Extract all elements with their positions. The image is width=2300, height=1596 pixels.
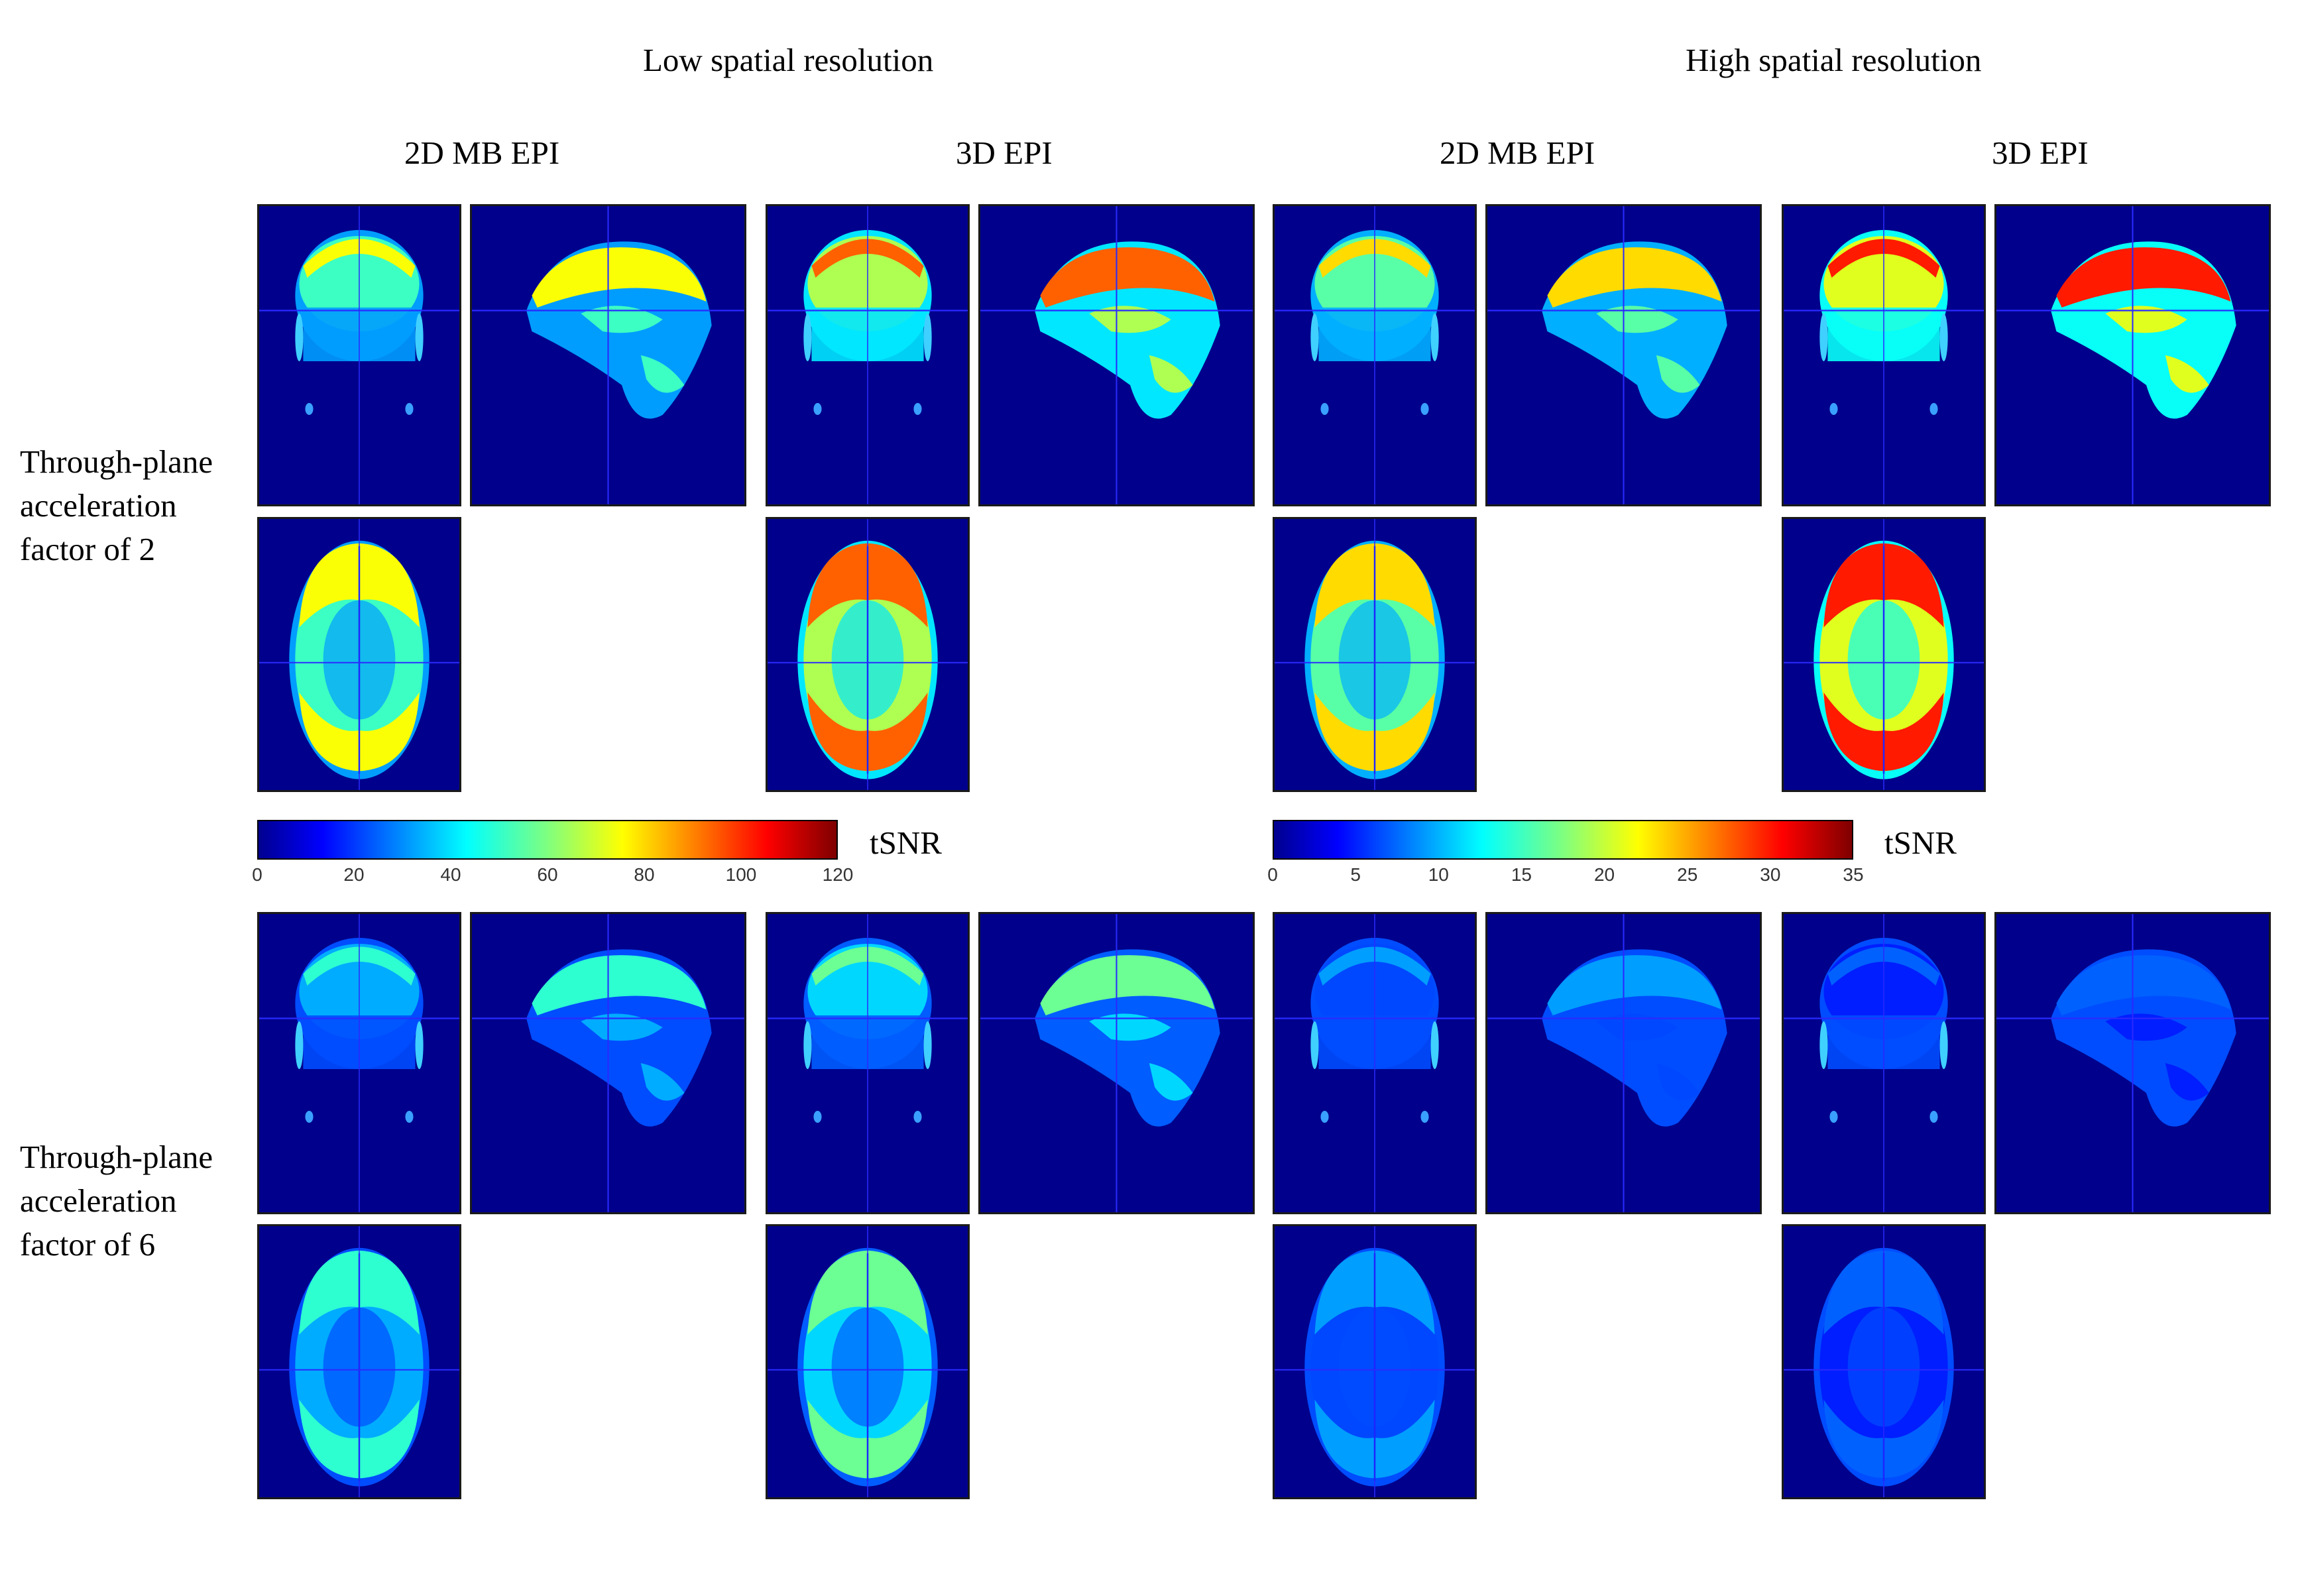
panel-coronal-high-2d-mb-epi-factor-6	[1273, 912, 1477, 1214]
colorbar-high-label: tSNR	[1884, 825, 1957, 861]
colorbar-tick-label: 5	[1350, 864, 1361, 885]
panel-sagittal-high-2d-mb-epi-factor-2	[1485, 204, 1762, 506]
colorbar-low-label: tSNR	[870, 825, 942, 861]
colorbar-tick-label: 120	[822, 864, 854, 885]
group-title-high: High spatial resolution	[1686, 42, 1982, 78]
colorbar-tick-label: 20	[343, 864, 365, 885]
panel-coronal-low-3d-epi-factor-2	[766, 204, 970, 506]
group-title-low: Low spatial resolution	[643, 42, 934, 78]
colorbar-high-resolution	[1273, 820, 1853, 860]
panel-sagittal-low-3d-epi-factor-2	[978, 204, 1255, 506]
panel-sagittal-low-2d-mb-epi-factor-6	[470, 912, 746, 1214]
colorbar-tick-label: 100	[725, 864, 757, 885]
colorbar-tick-label: 20	[1593, 864, 1615, 885]
row-label-factor-6: Through-plane acceleration factor of 6	[20, 1139, 213, 1263]
panel-coronal-high-2d-mb-epi-factor-2	[1273, 204, 1477, 506]
panel-sagittal-low-2d-mb-epi-factor-2	[470, 204, 746, 506]
panel-axial-low-3d-epi-factor-2	[766, 517, 970, 792]
panel-axial-high-2d-mb-epi-factor-2	[1273, 517, 1477, 792]
panel-axial-low-2d-mb-epi-factor-2	[257, 517, 461, 792]
colorbar-tick-label: 0	[1267, 864, 1278, 885]
panel-sagittal-high-2d-mb-epi-factor-6	[1485, 912, 1762, 1214]
column-title-low-2d: 2D MB EPI	[404, 135, 560, 171]
panel-coronal-low-2d-mb-epi-factor-6	[257, 912, 461, 1214]
colorbar-tick-label: 80	[634, 864, 655, 885]
colorbar-tick-label: 0	[252, 864, 262, 885]
panel-coronal-high-3d-epi-factor-2	[1782, 204, 1986, 506]
panel-axial-high-2d-mb-epi-factor-6	[1273, 1224, 1477, 1499]
colorbar-tick-label: 60	[537, 864, 558, 885]
column-title-high-2d: 2D MB EPI	[1440, 135, 1595, 171]
column-title-low-3d: 3D EPI	[956, 135, 1053, 171]
colorbar-low-resolution	[257, 820, 838, 860]
row-label-factor-2: Through-plane acceleration factor of 2	[20, 443, 213, 567]
panel-axial-low-3d-epi-factor-6	[766, 1224, 970, 1499]
column-title-high-3d: 3D EPI	[1992, 135, 2089, 171]
colorbar-tick-label: 25	[1677, 864, 1698, 885]
panel-axial-high-3d-epi-factor-2	[1782, 517, 1986, 792]
colorbar-tick-label: 10	[1428, 864, 1449, 885]
panel-sagittal-high-3d-epi-factor-2	[1994, 204, 2271, 506]
panel-coronal-low-2d-mb-epi-factor-2	[257, 204, 461, 506]
panel-sagittal-high-3d-epi-factor-6	[1994, 912, 2271, 1214]
panel-axial-high-3d-epi-factor-6	[1782, 1224, 1986, 1499]
panel-coronal-low-3d-epi-factor-6	[766, 912, 970, 1214]
colorbar-tick-label: 15	[1511, 864, 1532, 885]
colorbar-tick-label: 30	[1760, 864, 1781, 885]
colorbar-tick-label: 35	[1843, 864, 1864, 885]
panel-sagittal-low-3d-epi-factor-6	[978, 912, 1255, 1214]
panel-coronal-high-3d-epi-factor-6	[1782, 912, 1986, 1214]
colorbar-tick-label: 40	[440, 864, 461, 885]
panel-axial-low-2d-mb-epi-factor-6	[257, 1224, 461, 1499]
